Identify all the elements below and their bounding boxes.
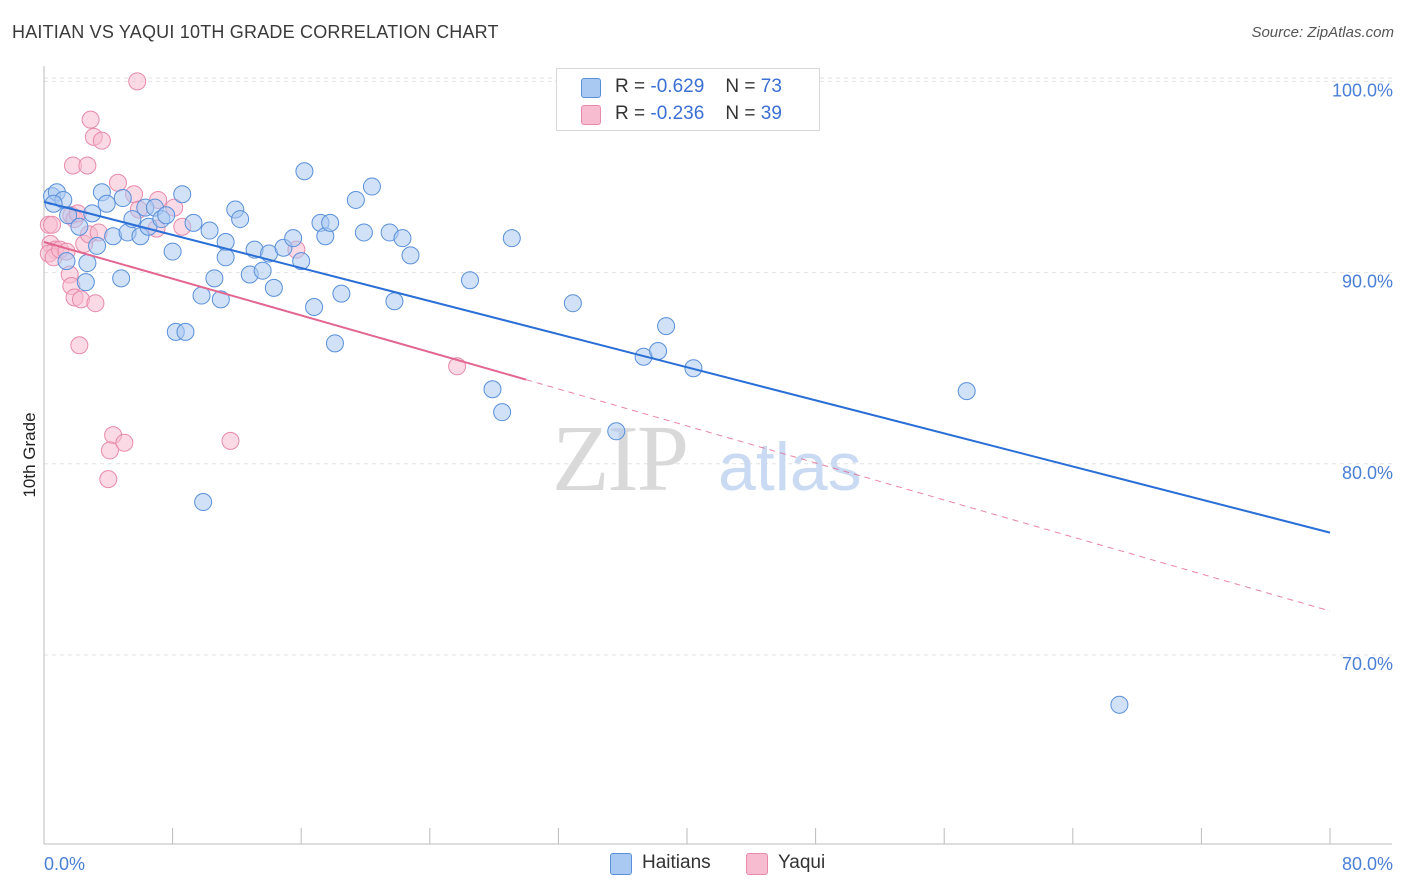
haitian-point — [325, 334, 344, 353]
haitian-trend-line — [43, 200, 1331, 534]
haitian-point — [163, 242, 182, 261]
yaqui-trend-extension — [526, 379, 1331, 612]
watermark-atlas: atlas — [718, 429, 862, 505]
series-legend: Haitians Yaqui — [0, 852, 1406, 878]
watermark: ZIP atlas — [552, 407, 862, 511]
haitians-legend-swatch — [610, 853, 632, 875]
haitian-point — [200, 221, 219, 240]
x-tick-label: 80.0% — [1342, 854, 1393, 874]
legend-r-label: R = — [615, 76, 646, 97]
haitian-point — [502, 229, 521, 248]
yaqui-legend-swatch — [746, 853, 768, 875]
yaqui-trend-line — [43, 241, 527, 381]
haitian-point — [264, 278, 283, 297]
haitian-point — [253, 261, 272, 280]
y-tick-label: 80.0% — [1342, 463, 1393, 483]
yaqui-point — [70, 336, 89, 355]
haitian-point — [385, 292, 404, 311]
haitian-point — [211, 290, 230, 309]
yaqui-point — [115, 433, 134, 452]
haitian-point — [649, 341, 668, 360]
yaqui-point — [81, 110, 100, 129]
legend-n-value: 73 — [760, 76, 782, 97]
haitian-point — [112, 269, 131, 288]
yaqui-point — [221, 431, 240, 450]
chart-title: HAITIAN VS YAQUI 10TH GRADE CORRELATION … — [12, 22, 499, 42]
haitian-point — [957, 382, 976, 401]
yaqui-point — [92, 131, 111, 150]
yaqui-legend-label: Yaqui — [778, 852, 826, 873]
trend-lines — [43, 200, 1331, 612]
legend-r-value: -0.236 — [650, 103, 705, 124]
haitians-legend-label: Haitians — [642, 852, 711, 873]
haitian-point — [493, 403, 512, 422]
yaqui-point — [100, 441, 119, 460]
y-tick-label: 70.0% — [1342, 654, 1393, 674]
source-label: Source: ZipAtlas.com — [1251, 24, 1394, 41]
yaqui-point — [99, 470, 118, 489]
haitian-point — [332, 284, 351, 303]
yaqui-point — [78, 156, 97, 175]
correlation-legend: R = -0.629 N = 73 R = -0.236 N = 39 — [556, 68, 820, 131]
x-tick-label: 0.0% — [44, 854, 85, 874]
yaqui-point — [108, 173, 127, 192]
haitian-point — [1110, 695, 1129, 714]
haitian-point — [76, 273, 95, 292]
haitian-point — [563, 294, 582, 313]
y-tick-label: 100.0% — [1332, 80, 1393, 100]
haitian-point — [284, 229, 303, 248]
axis-labels: 70.0% 80.0% 90.0% 100.0% 0.0% 80.0% 10th Grade — [20, 80, 1393, 874]
yaqui-point — [86, 294, 105, 313]
haitian-point — [393, 229, 412, 248]
haitian-point — [216, 248, 235, 267]
haitian-point — [346, 190, 365, 209]
haitian-point — [57, 252, 76, 271]
legend-r-value: -0.629 — [650, 76, 705, 97]
yaqui-point — [43, 215, 62, 234]
haitian-point — [97, 194, 116, 213]
haitian-point — [295, 162, 314, 181]
yaqui-point — [128, 72, 147, 91]
haitian-point — [362, 177, 381, 196]
haitian-point — [173, 185, 192, 204]
grid-lines — [44, 77, 1392, 656]
haitian-point — [292, 252, 311, 271]
haitian-point — [305, 298, 324, 317]
haitian-point — [401, 246, 420, 265]
haitian-point — [176, 322, 195, 341]
y-axis-label: 10th Grade — [20, 412, 39, 497]
haitian-point — [157, 206, 176, 225]
haitian-point — [88, 236, 107, 255]
legend-n-label: N = — [725, 103, 756, 124]
legend-r-label: R = — [615, 103, 646, 124]
haitian-points — [43, 72, 1129, 714]
y-tick-label: 90.0% — [1342, 272, 1393, 292]
haitian-point — [607, 422, 626, 441]
haitian-point — [483, 380, 502, 399]
yaqui-swatch — [581, 105, 601, 125]
watermark-zip: ZIP — [552, 407, 687, 511]
haitian-point — [113, 189, 132, 208]
haitians-swatch — [581, 78, 601, 98]
haitian-point — [657, 317, 676, 336]
haitian-point — [59, 206, 78, 225]
legend-n-value: 39 — [760, 103, 782, 124]
legend-n-label: N = — [725, 76, 756, 97]
haitian-point — [70, 217, 89, 236]
haitian-point — [321, 213, 340, 232]
haitian-point — [354, 223, 373, 242]
haitian-point — [460, 271, 479, 290]
haitian-point — [184, 213, 203, 232]
haitian-point — [231, 210, 250, 229]
haitian-point — [194, 493, 213, 512]
haitian-point — [205, 269, 224, 288]
